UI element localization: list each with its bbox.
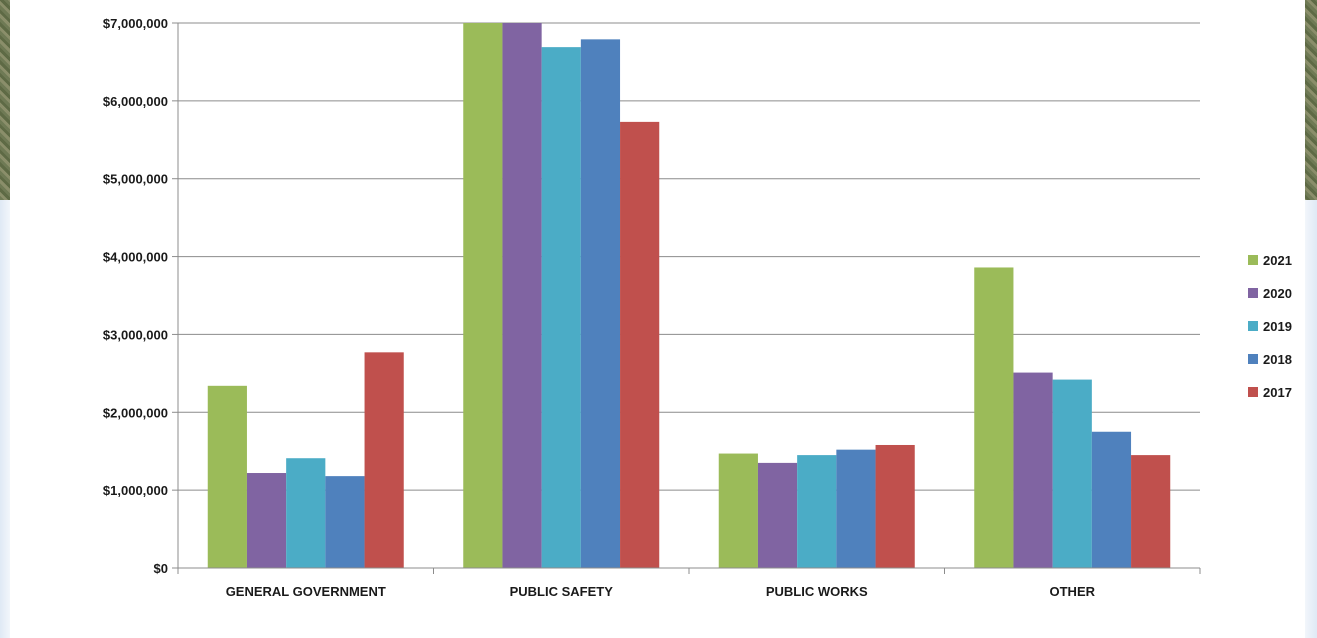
x-category-label: PUBLIC SAFETY [510,584,614,599]
bar-2020-public-works [757,462,798,568]
bar-2021-other [974,267,1014,568]
bar-2021-public-works [718,453,758,568]
y-tick-label: $1,000,000 [103,483,168,498]
bar-2018-other [1091,431,1132,568]
legend-label: 2018 [1263,352,1292,367]
bar-2018-public-safety [580,39,621,569]
bar-2018-public-works [836,449,876,568]
x-category-label: OTHER [1050,584,1096,599]
x-category-label: GENERAL GOVERNMENT [226,584,386,599]
bar-2019-other [1052,379,1092,568]
bar-2020-public-safety [502,23,542,568]
bar-2021-general-government [207,385,247,568]
legend-label: 2021 [1263,253,1292,268]
bar-2021-public-safety [463,23,503,568]
legend-swatch [1248,387,1258,397]
bar-2020-general-government [246,473,287,568]
y-tick-label: $5,000,000 [103,172,168,187]
legend-label: 2017 [1263,385,1292,400]
y-tick-label: $4,000,000 [103,250,168,265]
y-tick-label: $7,000,000 [103,16,168,31]
y-tick-label: $0 [154,561,168,576]
x-axis-labels: GENERAL GOVERNMENT PUBLIC SAFETY PUBLIC WO… [226,584,1096,599]
legend-swatch [1248,354,1258,364]
bar-2019-public-safety [541,47,581,568]
y-tick-label: $6,000,000 [103,94,168,109]
bar-2019-public-works [797,455,837,568]
bar-2017-public-safety [620,121,660,568]
axes [177,23,1201,574]
y-tick-label: $3,000,000 [103,327,168,342]
bar-2018-general-government [325,476,365,568]
left-border [0,200,10,638]
y-tick-label: $2,000,000 [103,405,168,420]
legend-swatch [1248,255,1258,265]
bar-2017-public-works [875,444,915,568]
legend-label: 2019 [1263,319,1292,334]
bar-2017-other [1131,455,1171,568]
bar-2020-other [1013,372,1053,568]
legend-label: 2020 [1263,286,1292,301]
legend-swatch [1248,288,1258,298]
y-axis-ticks: $0 $1,000,000 $2,000,000 $3,000,000 $4,000,0… [103,16,178,576]
legend-swatch [1248,321,1258,331]
x-category-label: PUBLIC WORKS [766,584,868,599]
bar-2019-general-government [286,458,326,568]
bar-2017-general-government [364,352,404,568]
bars [207,23,1171,569]
right-border [1305,200,1317,638]
legend: 2021 2020 2019 2018 2017 [1248,253,1292,400]
